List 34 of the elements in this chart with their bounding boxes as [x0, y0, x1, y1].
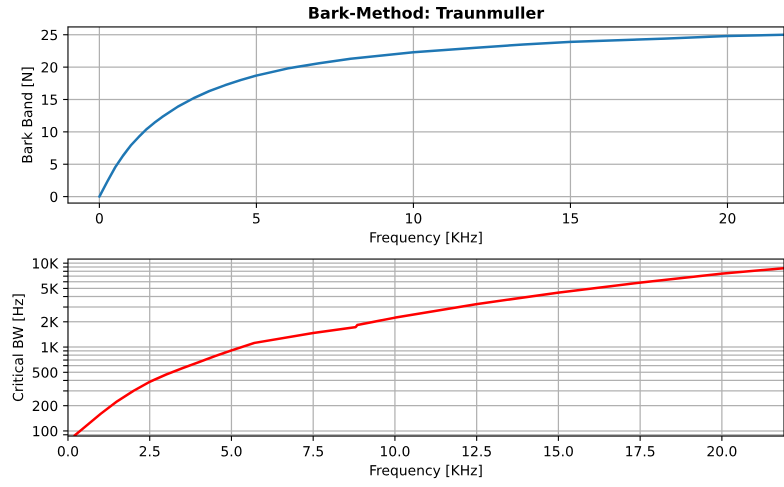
y-tick-label: 15 [42, 94, 58, 105]
x-tick-label: 7.5 [303, 446, 324, 456]
line-series [73, 266, 784, 436]
y-tick-label: 1K [42, 342, 59, 352]
x-tick-label: 20.0 [707, 446, 736, 456]
y-tick-label: 2K [41, 316, 59, 328]
x-tick-label: 5 [253, 213, 260, 224]
x-tick-label: 2.5 [140, 446, 160, 456]
y-tick-label: 10 [42, 126, 58, 138]
y-tick-label: 200 [32, 400, 58, 412]
x-tick-label: 15.0 [544, 446, 573, 456]
line-series [98, 34, 784, 198]
x-axis-title: Frequency [KHz] [370, 464, 482, 478]
x-tick-label: 12.5 [462, 446, 491, 456]
y-tick-label: 20 [42, 62, 58, 73]
x-axis-title: Frequency [KHz] [370, 232, 482, 246]
x-tick-label: 20 [720, 213, 736, 224]
x-tick-label: 15 [563, 213, 578, 224]
y-tick-label: 10K [32, 258, 59, 269]
y-tick-label: 100 [33, 426, 58, 436]
y-tick-label: 5K [41, 284, 59, 294]
y-tick-label: 5 [50, 159, 58, 170]
y-tick-label: 25 [42, 30, 58, 40]
x-tick-label: 5.0 [221, 446, 242, 456]
x-tick-label: 10 [406, 213, 422, 224]
chart-title: Bark-Method: Traunmuller [309, 6, 544, 19]
x-tick-label: 0.0 [58, 446, 78, 456]
x-tick-label: 10.0 [380, 446, 410, 456]
x-tick-label: 17.5 [626, 446, 654, 456]
x-tick-label: 0 [96, 213, 103, 224]
y-axis-title: Critical BW [Hz] [12, 294, 25, 402]
y-tick-label: 0 [50, 192, 58, 202]
y-axis-title: Bark Band [N] [22, 67, 34, 162]
y-tick-label: 500 [32, 367, 58, 378]
